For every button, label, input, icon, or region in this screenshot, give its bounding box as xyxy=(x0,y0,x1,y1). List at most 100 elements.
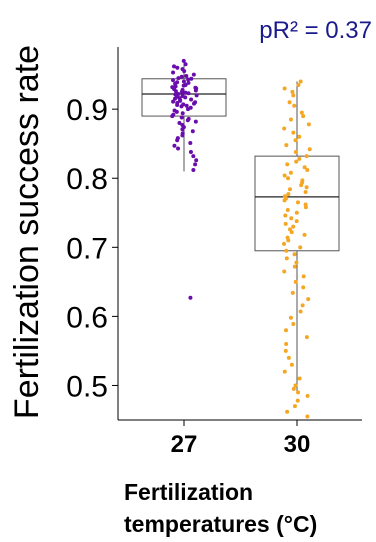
point-30-17 xyxy=(293,149,298,154)
point-27-74 xyxy=(191,154,196,159)
point-30-64 xyxy=(306,297,311,302)
point-27-6 xyxy=(171,70,176,75)
boxes-layer xyxy=(141,60,340,393)
y-tick-label-1: 0.6 xyxy=(66,301,108,334)
point-27-11 xyxy=(189,76,194,81)
point-27-71 xyxy=(172,143,177,148)
point-30-0 xyxy=(298,79,303,84)
point-30-32 xyxy=(303,190,308,195)
point-30-60 xyxy=(301,274,306,279)
point-30-48 xyxy=(289,230,294,235)
y-tick-label-0: 0.5 xyxy=(66,370,108,403)
point-27-33 xyxy=(194,93,199,98)
point-30-29 xyxy=(299,183,304,188)
point-30-84 xyxy=(305,414,310,419)
point-27-75 xyxy=(194,158,199,163)
point-30-7 xyxy=(299,110,304,115)
point-30-59 xyxy=(282,269,287,274)
point-27-39 xyxy=(189,97,194,102)
point-30-20 xyxy=(294,159,299,164)
point-27-45 xyxy=(191,101,196,106)
point-30-1 xyxy=(296,82,301,87)
point-27-48 xyxy=(184,103,189,108)
point-27-1 xyxy=(183,62,188,67)
point-30-76 xyxy=(297,376,302,381)
box-27 xyxy=(141,78,227,117)
point-30-42 xyxy=(283,213,288,218)
point-27-76 xyxy=(193,162,198,167)
point-30-43 xyxy=(289,216,294,221)
point-27-28 xyxy=(179,89,184,94)
point-27-47 xyxy=(175,103,180,108)
point-30-33 xyxy=(286,192,291,197)
point-30-6 xyxy=(292,103,297,108)
point-30-37 xyxy=(295,200,300,205)
point-30-82 xyxy=(292,404,297,409)
y-axis-title: Fertilization success rate xyxy=(8,45,46,419)
point-30-56 xyxy=(284,256,289,261)
point-30-73 xyxy=(286,355,291,360)
point-30-16 xyxy=(307,147,312,152)
x-axis-title-line2: temperatures (°C) xyxy=(124,511,317,537)
point-30-23 xyxy=(305,167,310,172)
point-30-49 xyxy=(302,232,307,237)
point-30-74 xyxy=(289,362,294,367)
point-30-22 xyxy=(302,165,307,170)
point-30-80 xyxy=(305,393,310,398)
point-30-79 xyxy=(296,390,301,395)
point-30-71 xyxy=(284,342,289,347)
point-27-60 xyxy=(193,119,198,124)
y-tick-label-3: 0.8 xyxy=(66,163,108,196)
point-30-66 xyxy=(298,309,303,314)
point-27-36 xyxy=(183,95,188,100)
point-30-10 xyxy=(306,122,311,127)
point-27-14 xyxy=(181,79,186,84)
point-30-4 xyxy=(291,93,296,98)
x-axis-title-line1: Fertilization xyxy=(124,479,253,505)
point-30-69 xyxy=(284,328,289,333)
point-27-53 xyxy=(174,109,179,114)
point-30-24 xyxy=(288,170,293,175)
point-27-54 xyxy=(180,111,185,116)
point-30-14 xyxy=(293,138,298,143)
point-30-62 xyxy=(301,285,306,290)
point-27-27 xyxy=(173,89,178,94)
point-30-63 xyxy=(290,290,295,295)
point-27-2 xyxy=(172,64,177,69)
point-27-73 xyxy=(188,149,193,154)
point-27-9 xyxy=(179,74,184,79)
point-30-39 xyxy=(303,205,308,210)
point-27-59 xyxy=(185,118,190,123)
point-27-69 xyxy=(175,138,180,143)
point-30-83 xyxy=(285,409,290,414)
point-27-8 xyxy=(184,74,189,79)
x-tick-label-27: 27 xyxy=(171,431,198,458)
x-tick-label-30: 30 xyxy=(284,431,311,458)
point-27-72 xyxy=(176,146,181,151)
point-30-40 xyxy=(285,208,290,213)
point-30-52 xyxy=(282,241,287,246)
point-30-21 xyxy=(285,162,290,167)
point-30-61 xyxy=(293,279,298,284)
point-30-75 xyxy=(282,369,287,374)
point-27-51 xyxy=(185,107,190,112)
y-tick-label-2: 0.7 xyxy=(66,232,108,265)
point-27-67 xyxy=(180,133,185,138)
point-27-0 xyxy=(181,58,186,63)
point-30-68 xyxy=(291,321,296,326)
point-30-72 xyxy=(283,348,288,353)
point-27-64 xyxy=(180,127,185,132)
point-27-13 xyxy=(170,78,175,83)
point-27-65 xyxy=(190,129,195,134)
point-30-2 xyxy=(282,86,287,91)
point-27-70 xyxy=(188,141,193,146)
point-30-31 xyxy=(287,187,292,192)
point-27-10 xyxy=(176,76,181,81)
point-30-12 xyxy=(291,130,296,135)
point-30-57 xyxy=(294,260,299,265)
point-30-70 xyxy=(304,335,309,340)
point-27-16 xyxy=(186,80,191,85)
point-27-29 xyxy=(183,90,188,95)
point-30-45 xyxy=(283,221,288,226)
